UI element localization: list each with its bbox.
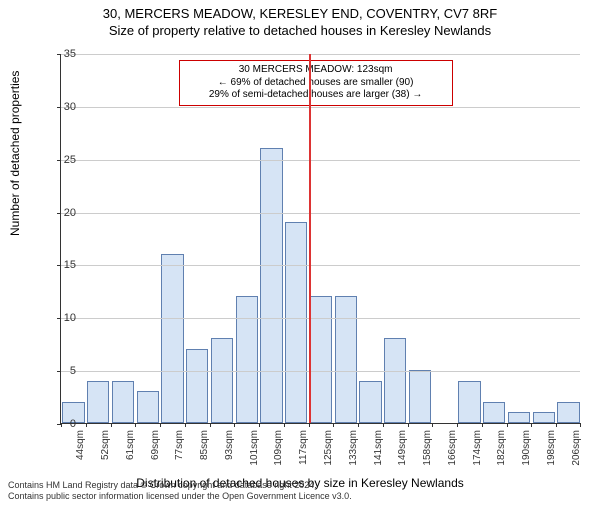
xtick-label: 125sqm [323, 430, 334, 490]
xtick-mark [234, 423, 235, 427]
xtick-mark [210, 423, 211, 427]
xtick-label: 93sqm [224, 430, 235, 490]
bar [186, 349, 208, 423]
xtick-mark [185, 423, 186, 427]
xtick-mark [111, 423, 112, 427]
xtick-mark [333, 423, 334, 427]
bar [335, 296, 357, 423]
xtick-label: 182sqm [496, 430, 507, 490]
bar [359, 381, 381, 423]
bar [112, 381, 134, 423]
xtick-mark [432, 423, 433, 427]
xtick-label: 69sqm [150, 430, 161, 490]
bar [508, 412, 530, 423]
xtick-label: 133sqm [348, 430, 359, 490]
ytick-label: 35 [46, 48, 76, 60]
bar [384, 338, 406, 423]
xtick-label: 117sqm [298, 430, 309, 490]
annotation-line3: 29% of semi-detached houses are larger (… [186, 89, 446, 102]
bar [310, 296, 332, 423]
bar [458, 381, 480, 423]
bar [137, 391, 159, 423]
xtick-mark [309, 423, 310, 427]
marker-line [309, 54, 311, 423]
xtick-label: 52sqm [100, 430, 111, 490]
plot-area: 30 MERCERS MEADOW: 123sqm ← 69% of detac… [60, 54, 580, 424]
gridline [61, 371, 580, 372]
xtick-mark [160, 423, 161, 427]
xtick-mark [531, 423, 532, 427]
ytick-label: 10 [46, 312, 76, 324]
ytick-label: 30 [46, 101, 76, 113]
footer-line2: Contains public sector information licen… [8, 491, 352, 502]
title-address: 30, MERCERS MEADOW, KERESLEY END, COVENT… [0, 6, 600, 21]
xtick-label: 158sqm [422, 430, 433, 490]
bar [533, 412, 555, 423]
gridline [61, 160, 580, 161]
xtick-mark [507, 423, 508, 427]
xtick-label: 61sqm [125, 430, 136, 490]
xtick-mark [482, 423, 483, 427]
bar [211, 338, 233, 423]
xtick-label: 85sqm [199, 430, 210, 490]
xtick-mark [358, 423, 359, 427]
xtick-label: 109sqm [273, 430, 284, 490]
xtick-mark [408, 423, 409, 427]
xtick-mark [259, 423, 260, 427]
gridline [61, 54, 580, 55]
ytick-label: 25 [46, 154, 76, 166]
gridline [61, 265, 580, 266]
bar [236, 296, 258, 423]
bar [483, 402, 505, 423]
bar [285, 222, 307, 423]
xtick-mark [284, 423, 285, 427]
title-subtitle: Size of property relative to detached ho… [0, 23, 600, 38]
ytick-label: 5 [46, 365, 76, 377]
ytick-label: 20 [46, 207, 76, 219]
xtick-mark [580, 423, 581, 427]
xtick-label: 149sqm [397, 430, 408, 490]
xtick-label: 190sqm [521, 430, 532, 490]
xtick-mark [86, 423, 87, 427]
xtick-mark [135, 423, 136, 427]
gridline [61, 318, 580, 319]
xtick-label: 141sqm [373, 430, 384, 490]
gridline [61, 213, 580, 214]
xtick-label: 206sqm [571, 430, 582, 490]
xtick-mark [457, 423, 458, 427]
bar [161, 254, 183, 423]
xtick-label: 77sqm [174, 430, 185, 490]
ytick-label: 15 [46, 259, 76, 271]
gridline [61, 107, 580, 108]
bar [557, 402, 579, 423]
annotation-line1: 30 MERCERS MEADOW: 123sqm [186, 64, 446, 77]
xtick-label: 174sqm [472, 430, 483, 490]
xtick-label: 198sqm [546, 430, 557, 490]
bars-group [61, 54, 580, 423]
xtick-label: 166sqm [447, 430, 458, 490]
xtick-label: 44sqm [75, 430, 86, 490]
xtick-mark [556, 423, 557, 427]
bar [409, 370, 431, 423]
bar [260, 148, 282, 423]
ytick-label: 0 [46, 418, 76, 430]
xtick-label: 101sqm [249, 430, 260, 490]
xtick-mark [383, 423, 384, 427]
annotation-line2: ← 69% of detached houses are smaller (90… [186, 77, 446, 90]
annotation-box: 30 MERCERS MEADOW: 123sqm ← 69% of detac… [179, 60, 453, 106]
y-axis-label: Number of detached properties [8, 71, 22, 236]
chart-container: 30, MERCERS MEADOW, KERESLEY END, COVENT… [0, 6, 600, 506]
bar [87, 381, 109, 423]
